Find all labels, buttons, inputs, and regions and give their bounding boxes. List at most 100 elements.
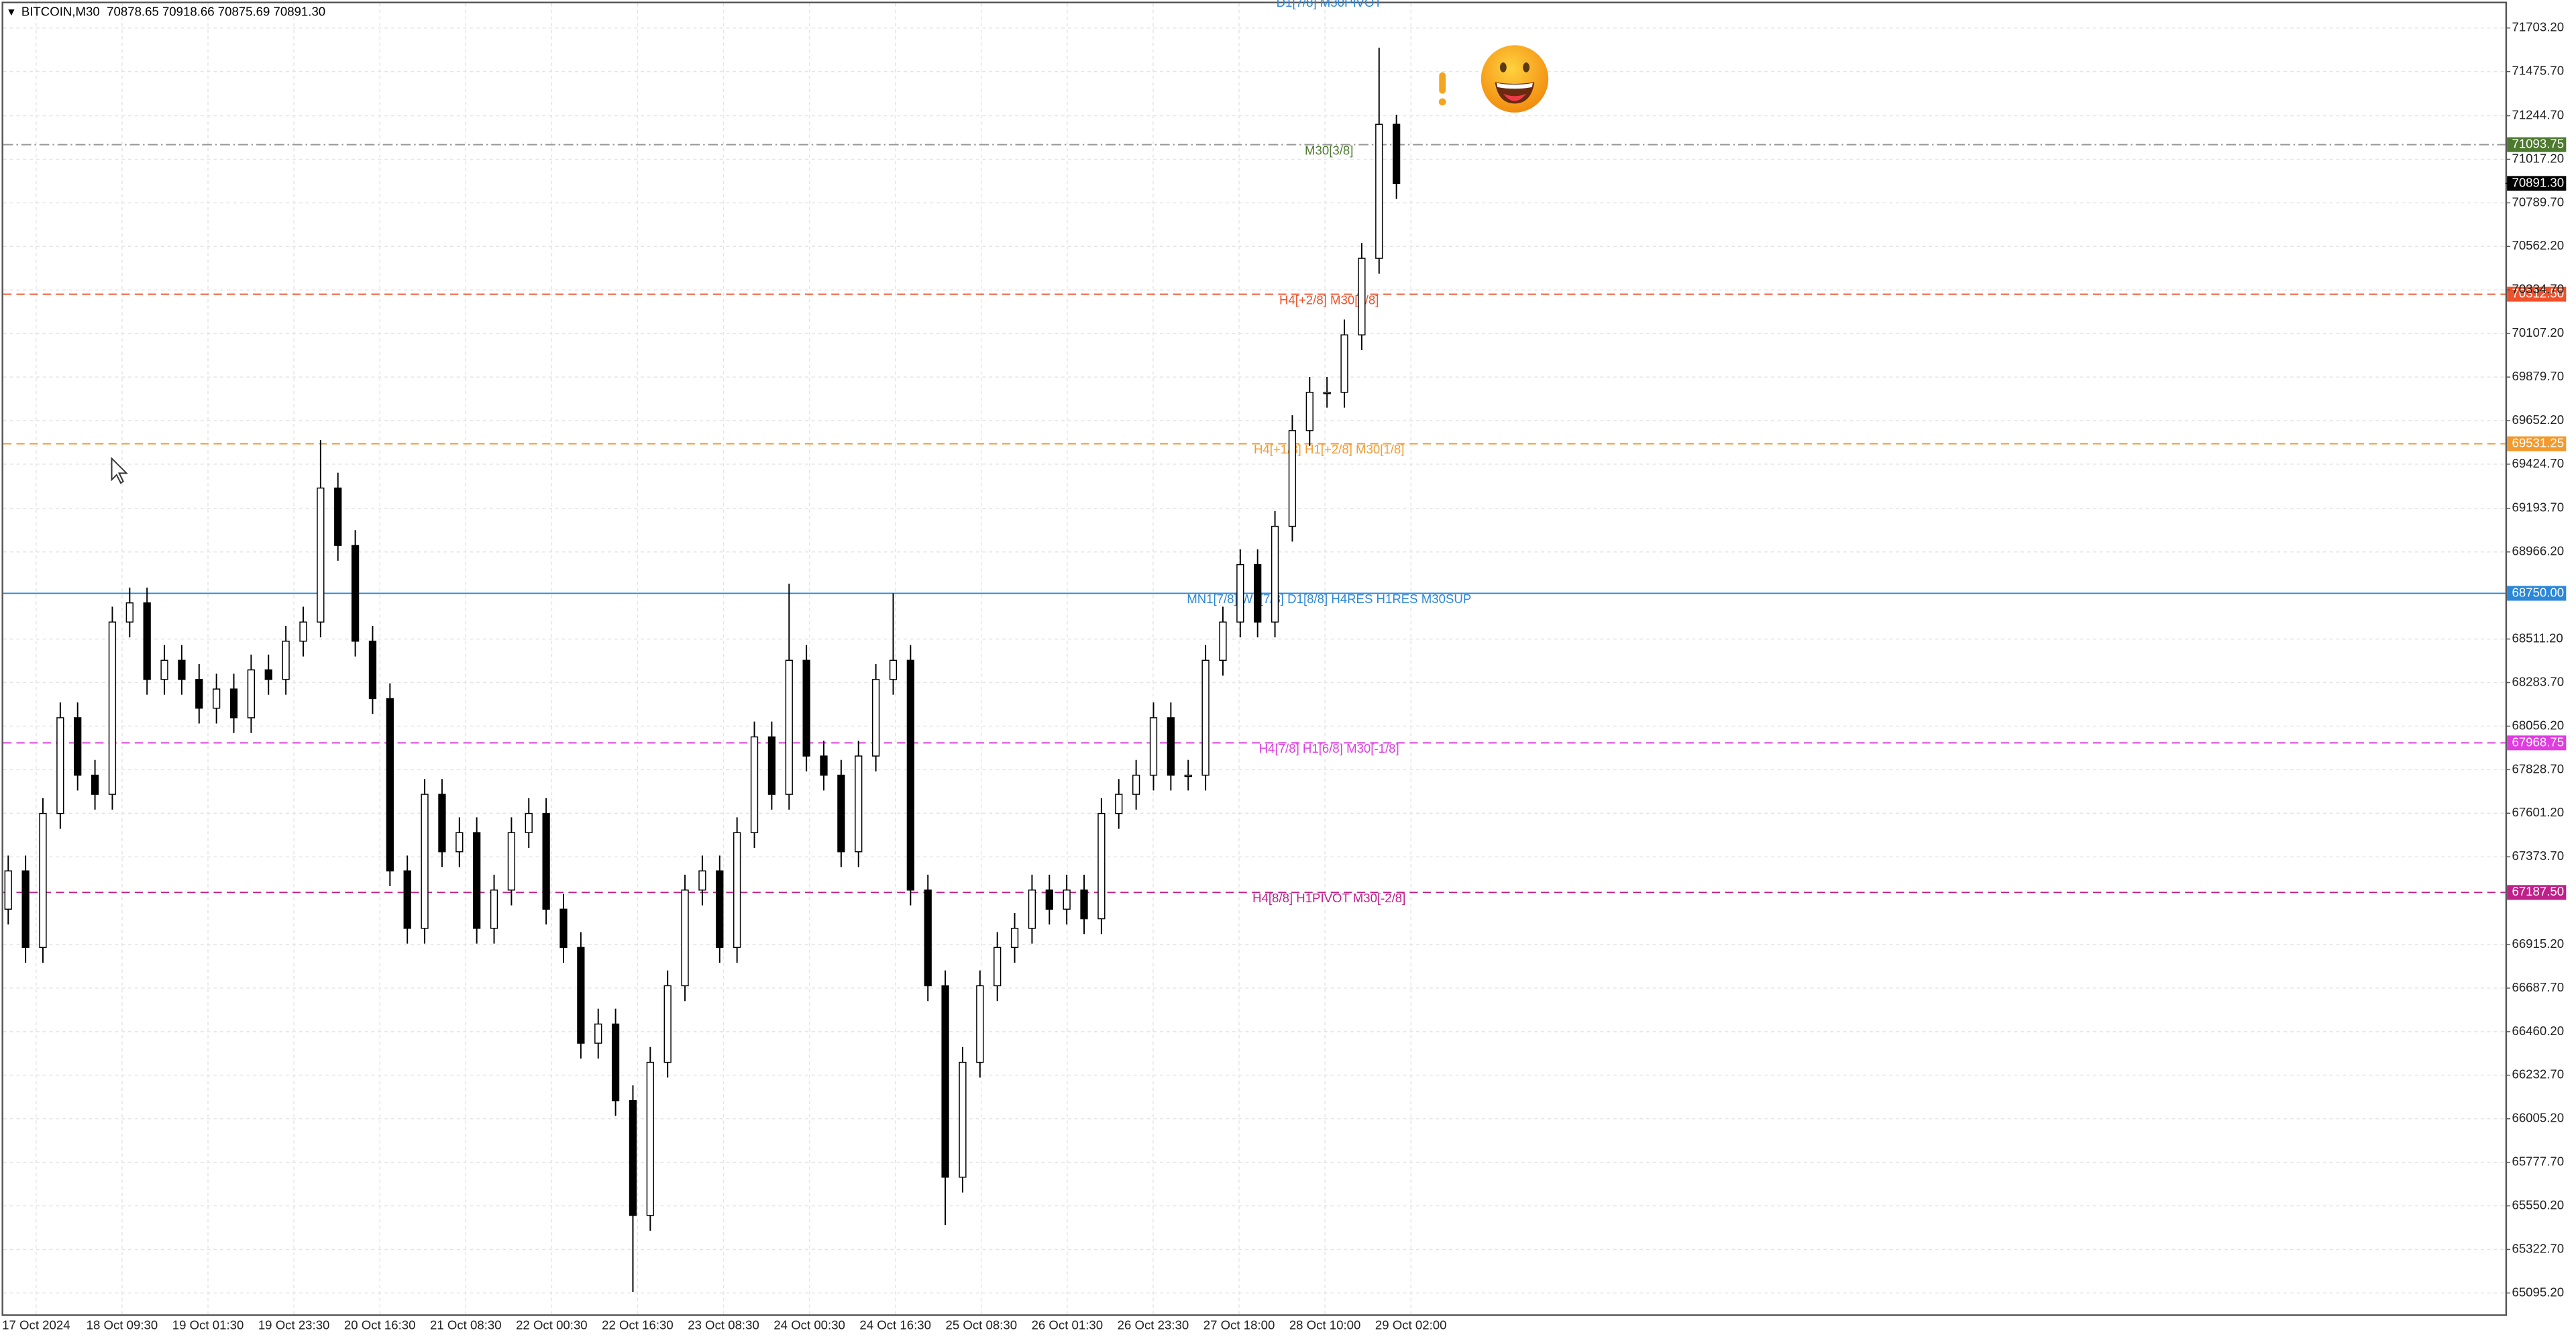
y-tick-label: 67373.70 [2512,849,2564,863]
candle-body [716,870,724,949]
candle-body [855,755,863,853]
candle-body [143,602,151,680]
candle-body [767,736,776,795]
x-tick-label: 28 Oct 10:00 [1289,1318,1361,1332]
y-tick-label: 67601.20 [2512,805,2564,819]
candle-body [125,602,133,623]
level-price-box [2507,436,2567,451]
candle-body [282,641,290,680]
level-price-label: 68750.00 [2512,585,2564,599]
candle-body [1167,717,1175,776]
candle-body [1340,334,1348,393]
candle-body [820,755,828,776]
candle-body [334,487,342,546]
y-tick-label: 67828.70 [2512,761,2564,775]
candles [4,48,1401,1293]
level-price-label: 67968.75 [2512,735,2564,749]
level-text: H4[8/8] H1PIVOT M30[-2/8] [1252,891,1405,905]
y-tick-label: 68966.20 [2512,544,2564,558]
candle-body [1080,890,1088,920]
x-tick-label: 26 Oct 01:30 [1032,1318,1104,1332]
candle-body [1323,392,1331,394]
y-tick-label: 66687.70 [2512,980,2564,994]
level-price-box [2507,735,2567,751]
candle-body [1045,890,1053,910]
y-tick-label: 68511.20 [2512,631,2563,645]
candle-body [1184,774,1192,778]
level-price-box [2507,137,2567,152]
y-tick-label: 71244.70 [2512,107,2564,121]
level-price-box [2507,586,2567,601]
x-tick-label: 21 Oct 08:30 [430,1318,502,1332]
x-tick-label: 18 Oct 09:30 [87,1318,158,1332]
x-tick-label: 24 Oct 16:30 [859,1318,931,1332]
candle-body [542,812,550,910]
candle-body [1271,525,1279,623]
candle-body [490,890,498,929]
y-tick-label: 66915.20 [2512,936,2564,951]
candle-body [941,985,949,1178]
candle-body [1358,258,1366,335]
candle-body [802,659,810,757]
candle-body [1115,794,1123,814]
candle-body [368,641,377,700]
candle-body [559,908,568,949]
candle-body [1132,774,1140,795]
candle-body [91,774,99,795]
candle-body [594,1023,602,1044]
x-tick-label: 19 Oct 01:30 [172,1318,244,1332]
y-tick-label: 69193.70 [2512,500,2564,515]
smiley [1481,45,1549,113]
level-text: MN1[7/8] W1[7/8] D1[8/8] H4RES H1RES M30… [1187,592,1471,606]
candle-body [229,688,238,718]
candle-body [386,698,394,871]
level-price-label: 67187.50 [2512,884,2564,898]
candle-body [438,794,446,853]
level-price-box [2507,286,2567,302]
current-price-box [2507,176,2567,191]
x-tick-label: 23 Oct 08:30 [688,1318,759,1332]
symbol: BITCOIN,M30 [21,4,100,18]
candle-body [733,832,741,949]
candle-body [1097,812,1106,920]
candle-body [213,688,221,709]
candle-body [1201,659,1210,776]
candle-body [1028,890,1036,929]
candle-body [178,659,186,680]
candle-body [611,1023,620,1102]
y-tick-label: 69424.70 [2512,456,2564,470]
current-price-label: 70891.30 [2512,175,2564,189]
y-tick-label: 71703.20 [2512,20,2564,34]
candle-body [976,985,984,1063]
candle-body [160,659,168,680]
candle-body [1219,621,1227,661]
y-tick-label: 69652.20 [2512,413,2564,427]
candle-body [247,669,256,718]
alert-icon [1438,72,1446,106]
candle-body [264,669,272,680]
candle-body [299,621,307,642]
axis: 71703.20 71475.70 71244.70 71017.20 70789.70… [2,20,2567,1332]
y-tick-label: 65095.20 [2512,1285,2564,1299]
level-price-label: 69531.25 [2512,435,2564,449]
candle-body [39,812,47,949]
candle-body [507,832,516,891]
mouse-cursor [111,456,128,484]
candle-body [837,774,845,853]
level-text: H4[7/8] H1[6/8] M30[-1/8] [1259,741,1399,755]
candle-body [351,545,360,642]
y-tick-label: 65550.20 [2512,1197,2564,1212]
level-text: H4[+2/8] M30[2/8] [1279,292,1379,307]
candle-body [4,870,12,910]
y-tick-label: 70789.70 [2512,195,2564,209]
level-price-box [2507,885,2567,900]
candle-body [959,1061,967,1178]
plot-border [1,1,2508,1316]
candle-body [56,717,64,814]
candle-body [1149,717,1158,776]
candle-body [785,659,793,795]
candle-body [1063,890,1071,910]
x-tick-label: 25 Oct 08:30 [945,1318,1017,1332]
